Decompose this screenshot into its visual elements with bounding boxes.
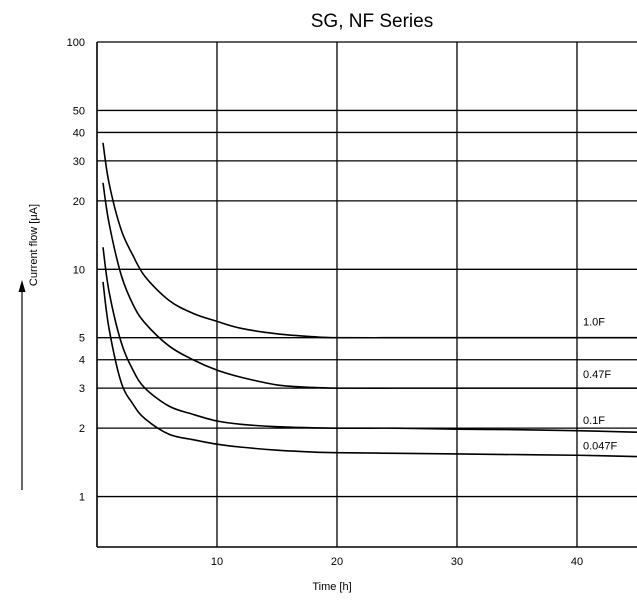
series-group bbox=[102, 142, 637, 458]
y-tick-label: 30 bbox=[73, 156, 85, 168]
series-label: 1.0F bbox=[583, 317, 605, 329]
series-line bbox=[102, 281, 637, 458]
y-tick-label: 3 bbox=[79, 383, 85, 395]
x-tick-label: 20 bbox=[331, 556, 343, 568]
x-tick-label: 40 bbox=[571, 556, 583, 568]
y-axis-label: Current flow [μA] bbox=[28, 204, 40, 286]
series-label: 0.1F bbox=[583, 415, 605, 427]
y-tick-label: 5 bbox=[79, 333, 85, 345]
series-line bbox=[102, 182, 637, 389]
y-tick-label: 10 bbox=[73, 264, 85, 276]
series-label: 0.47F bbox=[583, 369, 611, 381]
x-axis-label: Time [h] bbox=[312, 581, 351, 593]
y-tick-label: 40 bbox=[73, 127, 85, 139]
plot-frame bbox=[96, 42, 637, 548]
y-tick-label: 4 bbox=[79, 355, 85, 367]
series-labels: 1.0F 0.47F 0.1F 0.047F bbox=[583, 317, 618, 453]
chart-title: SG, NF Series bbox=[311, 11, 433, 32]
x-tick-label: 30 bbox=[451, 556, 463, 568]
y-axis-arrow bbox=[18, 280, 26, 490]
y-tick-label: 100 bbox=[67, 37, 85, 49]
y-tick-label: 50 bbox=[73, 105, 85, 117]
series-label: 0.047F bbox=[583, 441, 618, 453]
x-tick-label: 10 bbox=[211, 556, 223, 568]
y-tick-label: 1 bbox=[79, 492, 85, 504]
series-line bbox=[102, 247, 637, 433]
y-tick-labels: 100 50 40 30 20 10 5 4 3 2 1 bbox=[67, 37, 85, 504]
grid bbox=[97, 41, 637, 547]
y-tick-label: 20 bbox=[73, 196, 85, 208]
y-tick-label: 2 bbox=[79, 423, 85, 435]
x-tick-labels: 10 20 30 40 bbox=[211, 556, 583, 568]
series-line bbox=[102, 142, 637, 339]
